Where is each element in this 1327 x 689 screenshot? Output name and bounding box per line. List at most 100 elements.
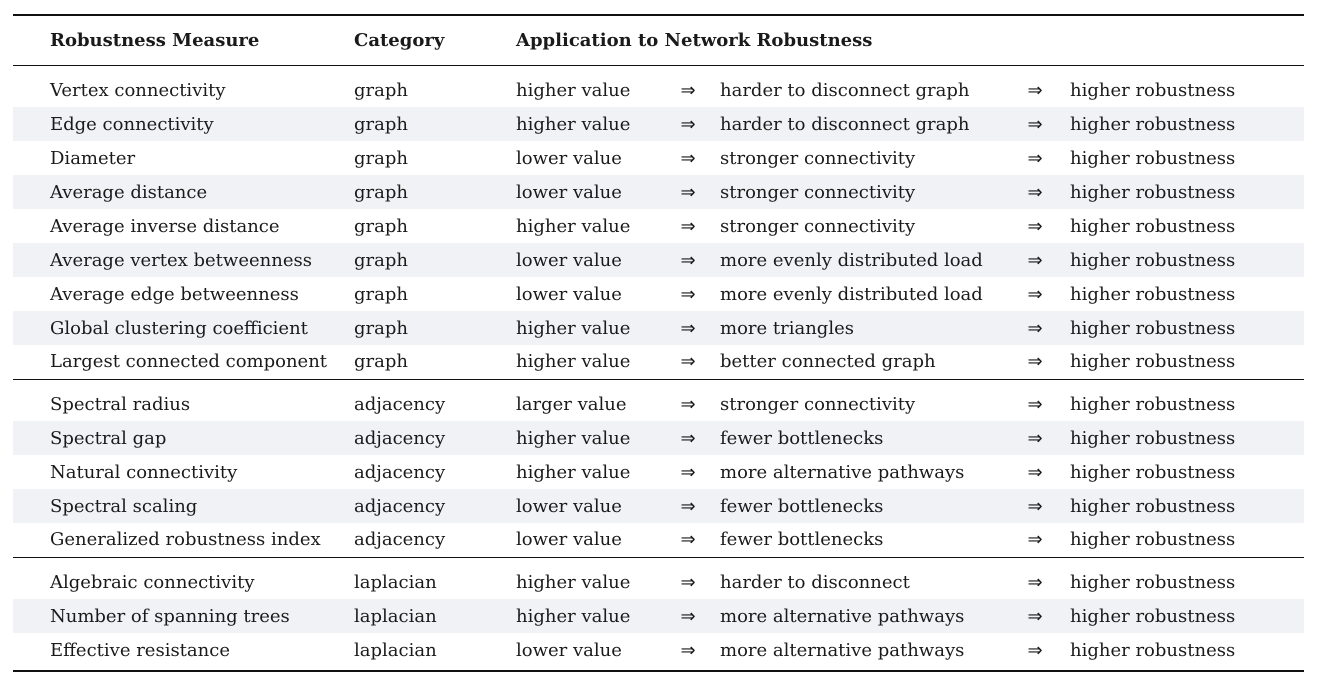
table-row: Average vertex betweenness graph lower val…: [13, 243, 1305, 277]
table-row: Spectral radius adjacency larger value ⇒ str…: [13, 387, 1304, 421]
group-separator: [13, 556, 1305, 565]
table-bottom-rule: [13, 667, 1305, 672]
value-cell: lower value: [516, 283, 622, 305]
measure-cell: Vertex connectivity: [50, 79, 226, 101]
effect-cell: more alternative pathways: [720, 599, 1000, 633]
category-cell: laplacian: [354, 599, 516, 633]
implies-arrow-icon: ⇒: [1027, 639, 1043, 661]
table-row: Generalized robustness index adjacency low…: [13, 523, 1304, 557]
effect-cell: fewer bottlenecks: [720, 421, 1000, 455]
implies-arrow-icon: ⇒: [1027, 351, 1043, 373]
effect-cell: fewer bottlenecks: [720, 489, 1000, 523]
value-cell: higher value: [516, 461, 631, 483]
implies-arrow-icon: ⇒: [1000, 599, 1070, 633]
effect-cell: more evenly distributed load: [720, 283, 983, 305]
category-cell: adjacency: [354, 421, 516, 455]
table-row: Number of spanning trees laplacian higher …: [13, 599, 1305, 633]
category-cell: laplacian: [354, 571, 437, 593]
table-row: Edge connectivity graph higher value ⇒ harde…: [13, 107, 1305, 141]
effect-cell: harder to disconnect graph: [720, 79, 970, 101]
robustness-cell: higher robustness: [1070, 243, 1305, 277]
header-application: Application to Network Robustness: [516, 14, 1305, 66]
effect-cell: stronger connectivity: [720, 393, 916, 415]
implies-arrow-icon: ⇒: [656, 489, 720, 523]
value-cell: lower value: [516, 489, 656, 523]
implies-arrow-icon: ⇒: [680, 461, 696, 483]
implies-arrow-icon: ⇒: [680, 147, 696, 169]
implies-arrow-icon: ⇒: [680, 351, 696, 373]
implies-arrow-icon: ⇒: [680, 215, 696, 237]
category-cell: adjacency: [354, 529, 446, 551]
robustness-measures-table: Robustness Measure Category Application …: [13, 14, 1305, 672]
measure-cell: Spectral radius: [50, 393, 191, 415]
implies-arrow-icon: ⇒: [680, 283, 696, 305]
robustness-cell: higher robustness: [1070, 489, 1305, 523]
implies-arrow-icon: ⇒: [680, 571, 696, 593]
table-row: Effective resistance laplacian lower value…: [13, 633, 1304, 667]
table-body: Vertex connectivity graph higher value ⇒ har…: [13, 65, 1305, 672]
category-cell: adjacency: [354, 489, 516, 523]
robustness-cell: higher robustness: [1070, 529, 1236, 551]
category-cell: graph: [354, 311, 516, 345]
measure-cell: Number of spanning trees: [13, 599, 354, 633]
effect-cell: harder to disconnect: [720, 571, 910, 593]
implies-arrow-icon: ⇒: [1000, 243, 1070, 277]
implies-arrow-icon: ⇒: [656, 243, 720, 277]
implies-arrow-icon: ⇒: [656, 599, 720, 633]
implies-arrow-icon: ⇒: [1027, 147, 1043, 169]
value-cell: higher value: [516, 571, 631, 593]
effect-cell: more evenly distributed load: [720, 243, 1000, 277]
implies-arrow-icon: ⇒: [1027, 283, 1043, 305]
implies-arrow-icon: ⇒: [680, 639, 696, 661]
robustness-cell: higher robustness: [1070, 461, 1236, 483]
robustness-cell: higher robustness: [1070, 351, 1236, 373]
implies-arrow-icon: ⇒: [680, 393, 696, 415]
effect-cell: more alternative pathways: [720, 461, 965, 483]
effect-cell: more alternative pathways: [720, 639, 965, 661]
header-row: Robustness Measure Category Application …: [13, 14, 1305, 66]
measure-cell: Edge connectivity: [13, 107, 354, 141]
value-cell: higher value: [516, 79, 631, 101]
category-cell: graph: [354, 107, 516, 141]
implies-arrow-icon: ⇒: [1000, 175, 1070, 209]
implies-arrow-icon: ⇒: [1000, 107, 1070, 141]
value-cell: larger value: [516, 393, 627, 415]
effect-cell: stronger connectivity: [720, 147, 916, 169]
robustness-cell: higher robustness: [1070, 311, 1305, 345]
category-cell: graph: [354, 175, 516, 209]
value-cell: lower value: [516, 147, 622, 169]
implies-arrow-icon: ⇒: [1027, 571, 1043, 593]
robustness-cell: higher robustness: [1070, 639, 1236, 661]
implies-arrow-icon: ⇒: [1027, 529, 1043, 551]
table-row: Spectral gap adjacency higher value ⇒ fewer …: [13, 421, 1305, 455]
implies-arrow-icon: ⇒: [1000, 489, 1070, 523]
robustness-cell: higher robustness: [1070, 599, 1305, 633]
table-row: Average inverse distance graph higher valu…: [13, 209, 1304, 243]
category-cell: adjacency: [354, 393, 446, 415]
measure-cell: Effective resistance: [50, 639, 230, 661]
measure-cell: Global clustering coefficient: [13, 311, 354, 345]
implies-arrow-icon: ⇒: [656, 107, 720, 141]
group-separator: [13, 65, 1305, 73]
effect-cell: more triangles: [720, 311, 1000, 345]
table-row: Vertex connectivity graph higher value ⇒ har…: [13, 73, 1304, 107]
value-cell: higher value: [516, 599, 656, 633]
category-cell: graph: [354, 283, 408, 305]
measure-cell: Diameter: [50, 147, 136, 169]
value-cell: higher value: [516, 421, 656, 455]
robustness-cell: higher robustness: [1070, 421, 1305, 455]
measure-cell: Average edge betweenness: [50, 283, 299, 305]
category-cell: graph: [354, 147, 408, 169]
table-row: Global clustering coefficient graph higher…: [13, 311, 1305, 345]
implies-arrow-icon: ⇒: [1027, 215, 1043, 237]
implies-arrow-icon: ⇒: [1000, 311, 1070, 345]
implies-arrow-icon: ⇒: [680, 79, 696, 101]
robustness-cell: higher robustness: [1070, 175, 1305, 209]
implies-arrow-icon: ⇒: [656, 175, 720, 209]
implies-arrow-icon: ⇒: [1027, 461, 1043, 483]
table-row: Average edge betweenness graph lower value…: [13, 277, 1304, 311]
category-cell: graph: [354, 243, 516, 277]
measure-cell: Largest connected component: [50, 351, 328, 373]
value-cell: lower value: [516, 529, 622, 551]
effect-cell: stronger connectivity: [720, 175, 1000, 209]
